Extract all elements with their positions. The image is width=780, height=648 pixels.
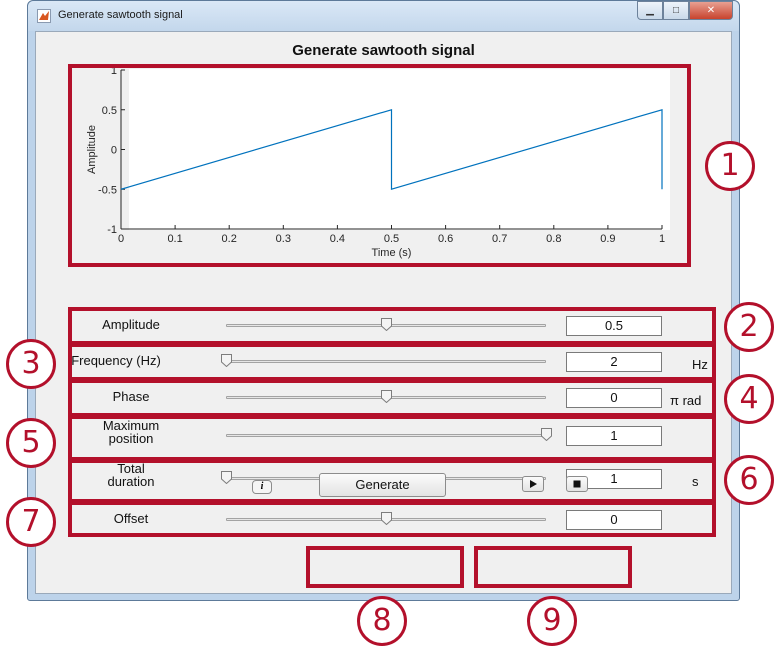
x-tick-label: 0.8 <box>546 233 561 245</box>
x-tick-label: 0.1 <box>167 233 182 245</box>
highlight-box-plot <box>68 64 691 267</box>
control-row: Offset 0 <box>36 507 731 543</box>
highlight-box-phase <box>68 379 716 417</box>
x-tick-label: 0.5 <box>384 233 399 245</box>
play-icon <box>530 480 537 488</box>
control-value-field[interactable]: 1 <box>566 426 662 446</box>
callout-1: 1 <box>705 141 755 191</box>
callout-3: 3 <box>6 339 56 389</box>
highlight-box-max-position <box>68 415 716 461</box>
maximize-button[interactable]: □ <box>663 1 689 20</box>
control-value-field[interactable]: 0 <box>566 388 662 408</box>
y-axis-label: Amplitude <box>86 125 98 174</box>
control-slider[interactable] <box>221 354 546 368</box>
callout-7: 7 <box>6 497 56 547</box>
minimize-icon: ▁ <box>646 5 654 16</box>
control-value-field[interactable]: 0 <box>566 510 662 530</box>
sawtooth-chart: 0 0.1 0.2 0.3 0.4 0.5 0.6 0.7 0.8 0.9 1 -1 -0.5 0 0.5 1… <box>86 65 665 259</box>
window-title: Generate sawtooth signal <box>58 9 183 21</box>
matlab-icon <box>37 9 51 23</box>
info-button[interactable]: i <box>252 480 272 494</box>
slider-thumb[interactable] <box>541 428 552 442</box>
title-bar[interactable]: Generate sawtooth signal ▁ □ ✕ <box>28 1 739 31</box>
control-slider[interactable] <box>226 390 546 404</box>
control-label: Amplitude <box>102 317 160 332</box>
control-label: Frequency (Hz) <box>71 353 161 368</box>
control-slider[interactable] <box>226 428 552 442</box>
y-tick-label: -0.5 <box>98 184 117 196</box>
y-tick-label: -1 <box>107 224 117 236</box>
highlight-box-amplitude <box>68 307 716 345</box>
slider-thumb[interactable] <box>221 354 232 368</box>
highlight-box-offset <box>68 501 716 537</box>
callout-9: 9 <box>527 596 577 646</box>
callout-5: 5 <box>6 418 56 468</box>
x-tick-label: 0 <box>118 233 124 245</box>
sawtooth-series-line <box>120 108 663 191</box>
slider-thumb[interactable] <box>221 471 232 485</box>
highlight-box-playback <box>474 546 632 588</box>
x-tick-label: 0.6 <box>438 233 453 245</box>
highlight-box-generate <box>306 546 464 588</box>
control-unit: Hz <box>692 357 708 372</box>
control-slider[interactable] <box>226 512 546 526</box>
highlight-box-total-duration <box>68 459 716 503</box>
control-row: Maximum position 1 <box>36 419 731 459</box>
plot-area <box>129 69 670 230</box>
maximize-icon: □ <box>672 5 680 16</box>
close-icon: ✕ <box>706 5 716 16</box>
minimize-button[interactable]: ▁ <box>637 1 663 20</box>
x-tick-label: 1 <box>659 233 665 245</box>
x-tick-label: 0.9 <box>600 233 615 245</box>
slider-thumb[interactable] <box>381 512 392 526</box>
control-unit: π rad <box>670 393 702 408</box>
y-tick-label: 0.5 <box>102 105 117 117</box>
callout-8: 8 <box>357 596 407 646</box>
control-value-field[interactable]: 0.5 <box>566 316 662 336</box>
control-label: Phase <box>112 389 150 404</box>
x-tick-label: 0.2 <box>222 233 237 245</box>
control-value-field[interactable]: 1 <box>566 469 662 489</box>
callout-4: 4 <box>724 374 774 424</box>
control-row: Phase 0 π rad <box>36 385 731 421</box>
x-axis-label: Time (s) <box>372 247 412 259</box>
generate-button[interactable]: Generate <box>319 473 446 497</box>
slider-thumb[interactable] <box>381 318 392 332</box>
slider-thumb[interactable] <box>381 390 392 404</box>
y-tick-label: 1 <box>111 65 117 77</box>
play-button[interactable] <box>522 476 544 492</box>
control-label: Maximum position <box>102 418 160 446</box>
callout-2: 2 <box>724 302 774 352</box>
control-unit: s <box>692 474 699 489</box>
control-label: Offset <box>113 511 149 526</box>
stop-icon <box>573 480 581 488</box>
highlight-box-frequency <box>68 343 716 381</box>
stop-button[interactable] <box>566 476 588 492</box>
y-tick-label: 0 <box>111 145 117 157</box>
page-title: Generate sawtooth signal <box>292 42 475 59</box>
x-tick-label: 0.7 <box>492 233 507 245</box>
x-tick-label: 0.4 <box>330 233 345 245</box>
control-row: Amplitude 0.5 <box>36 313 731 349</box>
control-row: Frequency (Hz) 2 Hz <box>36 349 731 385</box>
x-tick-label: 0.3 <box>276 233 291 245</box>
control-value-field[interactable]: 2 <box>566 352 662 372</box>
callout-6: 6 <box>724 455 774 505</box>
close-button[interactable]: ✕ <box>689 1 733 20</box>
control-label: Total duration <box>107 461 155 489</box>
control-slider[interactable] <box>226 318 546 332</box>
